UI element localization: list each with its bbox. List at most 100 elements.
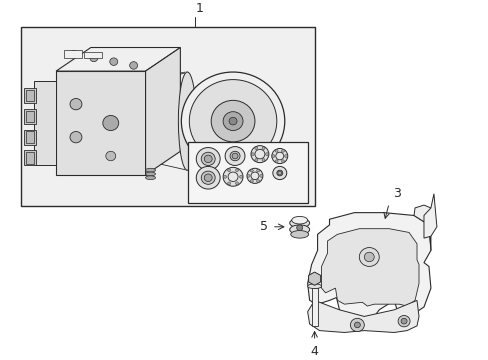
Bar [26, 152, 34, 163]
Circle shape [227, 169, 230, 172]
Circle shape [230, 151, 240, 161]
Circle shape [105, 151, 116, 161]
Polygon shape [56, 48, 180, 71]
Bar [21, 27, 314, 206]
Circle shape [246, 175, 249, 177]
Bar [34, 81, 56, 166]
Circle shape [265, 153, 268, 156]
Circle shape [235, 182, 238, 185]
Circle shape [90, 54, 98, 62]
Circle shape [400, 318, 406, 324]
Circle shape [364, 252, 373, 262]
Circle shape [354, 322, 360, 328]
Circle shape [201, 152, 215, 166]
Bar [311, 288, 317, 326]
Circle shape [397, 315, 409, 327]
Bar [24, 130, 36, 145]
Ellipse shape [291, 216, 307, 224]
Ellipse shape [145, 172, 155, 176]
Ellipse shape [145, 176, 155, 180]
Circle shape [223, 167, 243, 186]
Circle shape [296, 225, 302, 230]
Circle shape [227, 182, 230, 185]
Circle shape [227, 172, 238, 181]
Bar [64, 50, 82, 58]
Bar [24, 88, 36, 103]
Text: 5: 5 [259, 220, 267, 233]
Bar [26, 90, 34, 101]
Text: 4: 4 [310, 345, 318, 358]
Text: 1: 1 [195, 3, 203, 15]
Text: 2: 2 [246, 118, 254, 131]
Circle shape [235, 169, 238, 172]
Circle shape [275, 160, 278, 163]
Circle shape [181, 72, 284, 170]
Bar [84, 52, 102, 58]
Circle shape [250, 169, 253, 172]
Circle shape [254, 159, 257, 161]
Ellipse shape [289, 225, 309, 234]
Circle shape [228, 117, 237, 125]
Circle shape [204, 174, 212, 181]
Circle shape [284, 154, 287, 157]
Circle shape [201, 171, 215, 184]
Bar [185, 72, 233, 170]
Circle shape [259, 175, 262, 177]
Bar [56, 71, 145, 175]
Polygon shape [423, 194, 436, 238]
Circle shape [251, 153, 254, 156]
Circle shape [277, 171, 281, 175]
Circle shape [275, 149, 278, 152]
Circle shape [70, 50, 78, 58]
Circle shape [196, 148, 220, 170]
Circle shape [224, 147, 244, 166]
Circle shape [256, 169, 259, 172]
Circle shape [359, 248, 379, 266]
Circle shape [196, 166, 220, 189]
Circle shape [70, 99, 82, 110]
Circle shape [239, 175, 242, 178]
Circle shape [350, 318, 364, 332]
Circle shape [272, 166, 286, 180]
Circle shape [254, 147, 257, 150]
Ellipse shape [145, 168, 155, 172]
Polygon shape [145, 48, 180, 175]
Circle shape [250, 180, 253, 183]
Circle shape [271, 148, 287, 163]
Circle shape [275, 152, 283, 160]
Polygon shape [321, 229, 418, 306]
Circle shape [250, 172, 258, 180]
Ellipse shape [290, 230, 308, 238]
Circle shape [70, 131, 82, 143]
Polygon shape [413, 205, 433, 251]
Circle shape [189, 80, 276, 163]
Circle shape [262, 159, 264, 161]
Circle shape [232, 153, 238, 159]
Bar [24, 109, 36, 124]
Circle shape [276, 170, 282, 176]
Ellipse shape [307, 284, 321, 289]
Circle shape [223, 175, 226, 178]
Bar [26, 111, 34, 122]
Circle shape [281, 149, 284, 152]
Bar [24, 150, 36, 166]
Polygon shape [308, 272, 320, 285]
Circle shape [254, 149, 264, 159]
Circle shape [129, 62, 137, 69]
Circle shape [250, 146, 268, 163]
Circle shape [223, 112, 243, 131]
Circle shape [246, 168, 263, 183]
Polygon shape [307, 213, 430, 319]
Bar [26, 131, 34, 143]
Ellipse shape [289, 218, 309, 228]
Polygon shape [307, 300, 418, 333]
Circle shape [204, 155, 212, 163]
Circle shape [281, 160, 284, 163]
Ellipse shape [178, 72, 196, 170]
Circle shape [109, 58, 118, 66]
Circle shape [256, 180, 259, 183]
Text: 3: 3 [392, 187, 400, 201]
Circle shape [211, 100, 254, 142]
Circle shape [262, 147, 264, 150]
Circle shape [271, 154, 274, 157]
